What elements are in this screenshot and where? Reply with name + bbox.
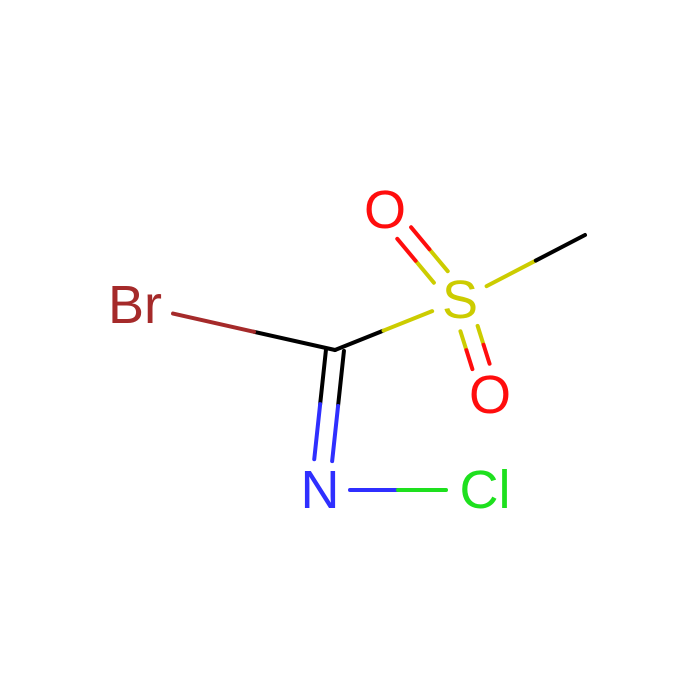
atom-label-s: S [442,270,478,330]
molecule-canvas: OSO Cl N Br [0,0,700,700]
atom-label-br: Br [108,275,162,335]
atom-label-o: O [469,365,511,425]
atom-label-o: O [364,180,406,240]
atom-label-cl: Cl [460,460,511,520]
atom-label-n: N [301,460,340,520]
